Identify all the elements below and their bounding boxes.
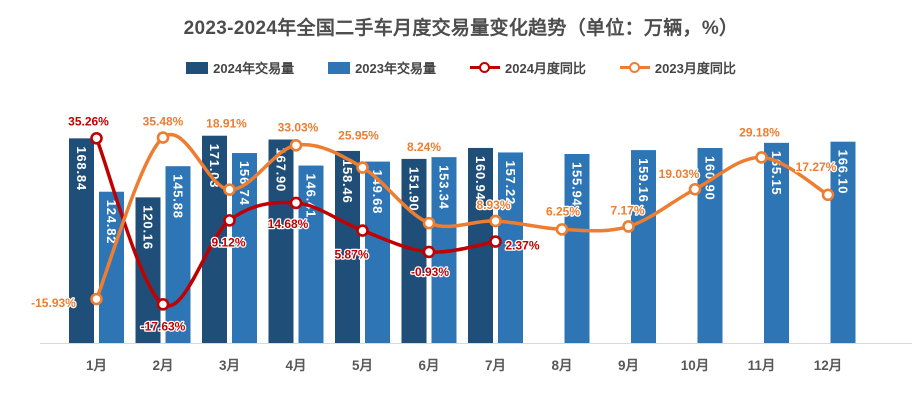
bar-value-label: 155.94 (570, 162, 585, 207)
marker-2024月度同比-4月 (289, 196, 303, 210)
marker-2024月度同比-5月 (356, 224, 369, 237)
bar-value-label: 151.90 (407, 167, 422, 212)
marker-2023月度同比-9月 (622, 220, 635, 233)
marker-2024月度同比-2月 (156, 298, 170, 311)
legend-swatch-2024-volume (186, 61, 209, 74)
x-axis-label-6月: 6月 (418, 358, 439, 373)
bar-value-label: 153.34 (437, 165, 452, 210)
pct-label-2023月度同比-7月: 8.93% (476, 198, 510, 212)
pct-label-2023月度同比-2月: 35.48% (143, 115, 184, 129)
pct-label-2024月度同比-6月: -0.93% (411, 265, 449, 279)
legend-item-2024-yoy: 2024月度同比 (470, 58, 586, 77)
pct-label-2024月度同比-5月: 5.87% (334, 248, 368, 262)
legend-label-2024-yoy: 2024月度同比 (505, 61, 586, 76)
marker-2023月度同比-10月 (688, 182, 702, 196)
bar-value-label: 146.41 (304, 174, 319, 219)
x-axis-label-5月: 5月 (352, 358, 373, 373)
chart-legend: 2024年交易量 2023年交易量 2024月度同比 2023月度同比 (0, 58, 922, 77)
marker-2023月度同比-3月 (223, 183, 236, 196)
bar-value-label: 158.46 (340, 159, 355, 204)
bar-value-label: 160.94 (473, 156, 488, 201)
pct-label-2023月度同比-11月: 29.18% (739, 125, 780, 139)
legend-label-2023-yoy: 2023月度同比 (654, 61, 736, 76)
bar-value-label: 157.22 (503, 160, 518, 205)
bar-value-label: 159.16 (636, 158, 651, 203)
bar-2023年交易量-11月 (764, 142, 789, 343)
marker-2024月度同比-3月 (223, 214, 236, 227)
bar-value-label: 120.16 (141, 205, 156, 250)
bar-2024年交易量-2月 (135, 197, 161, 343)
x-axis-label-7月: 7月 (485, 358, 506, 373)
pct-label-2024月度同比-1月: 35.26% (68, 114, 109, 128)
legend-label-2023-volume: 2023年交易量 (355, 61, 436, 76)
pct-label-2023月度同比-1月: -15.93% (31, 296, 76, 310)
legend-swatch-2023-yoy-line-icon (619, 61, 650, 74)
bar-value-label: 145.88 (171, 174, 186, 219)
x-axis-label-10月: 10月 (681, 358, 710, 373)
bar-2023年交易量-1月 (99, 191, 124, 343)
pct-label-2023月度同比-10月: 19.03% (659, 167, 700, 181)
bar-2023年交易量-9月 (631, 150, 656, 343)
x-axis-label-2月: 2月 (152, 358, 173, 373)
bar-value-label: 166.10 (836, 150, 851, 195)
pct-label-2023月度同比-6月: 8.24% (407, 140, 441, 154)
marker-2024月度同比-7月 (489, 235, 502, 248)
x-axis-label-12月: 12月 (814, 358, 843, 373)
bar-2023年交易量-8月 (564, 154, 590, 343)
pct-label-2024月度同比-3月: 9.12% (211, 235, 245, 249)
bar-2023年交易量-2月 (165, 166, 191, 343)
bar-2023年交易量-12月 (830, 141, 856, 343)
pct-label-2023月度同比-3月: 18.91% (206, 117, 247, 131)
marker-2023月度同比-11月 (755, 151, 768, 164)
bar-2023年交易量-4月 (298, 165, 324, 343)
bar-value-label: 167.90 (274, 148, 289, 193)
marker-2023月度同比-7月 (489, 214, 502, 228)
legend-swatch-2023-volume (328, 61, 351, 74)
x-axis-label-4月: 4月 (285, 358, 306, 373)
pct-label-2023月度同比-12月: 17.27% (796, 160, 837, 174)
chart-title: 2023-2024年全国二手车月度交易量变化趋势（单位：万辆，%） (183, 18, 739, 39)
pct-label-2024月度同比-7月: 2.37% (505, 239, 539, 253)
marker-2023月度同比-12月 (821, 188, 835, 202)
marker-2023月度同比-1月 (90, 292, 103, 306)
bar-2023年交易量-5月 (365, 161, 390, 343)
pct-label-2023月度同比-9月: 7.17% (610, 203, 644, 217)
bar-2024年交易量-4月 (268, 139, 294, 343)
x-axis-label-11月: 11月 (748, 358, 776, 373)
legend-marker-ring-icon (628, 61, 640, 73)
pct-label-2023月度同比-8月: 6.25% (546, 204, 580, 218)
legend-item-2023-yoy: 2023月度同比 (619, 58, 736, 77)
x-axis-label-8月: 8月 (551, 358, 572, 373)
legend-marker-ring-icon (479, 61, 490, 73)
legend-swatch-2024-yoy-line-icon (470, 61, 500, 74)
marker-2023月度同比-5月 (356, 161, 369, 174)
pct-label-2023月度同比-5月: 25.95% (338, 129, 379, 143)
bar-2024年交易量-1月 (69, 138, 94, 343)
bar-2024年交易量-5月 (335, 150, 360, 343)
marker-2024月度同比-6月 (422, 245, 436, 259)
pct-label-2024月度同比-4月: 14.68% (268, 217, 309, 231)
marker-2024月度同比-1月 (90, 131, 103, 145)
marker-2023月度同比-8月 (555, 223, 569, 236)
legend-item-2023-volume: 2023年交易量 (328, 58, 436, 77)
bar-value-label: 124.82 (104, 200, 119, 245)
marker-2023月度同比-6月 (422, 216, 436, 230)
pct-label-2024月度同比-2月: -17.63% (141, 319, 186, 333)
pct-label-2023月度同比-4月: 33.03% (278, 120, 319, 134)
legend-label-2024-volume: 2024年交易量 (213, 61, 295, 76)
x-axis-label-9月: 9月 (618, 358, 639, 373)
legend-item-2024-volume: 2024年交易量 (186, 58, 294, 77)
x-axis-label-1月: 1月 (86, 358, 107, 373)
marker-2023月度同比-2月 (156, 131, 170, 144)
bar-2023年交易量-7月 (498, 152, 523, 343)
marker-2023月度同比-4月 (289, 138, 303, 152)
bar-value-label: 168.84 (74, 146, 89, 191)
x-axis-label-3月: 3月 (219, 358, 240, 373)
